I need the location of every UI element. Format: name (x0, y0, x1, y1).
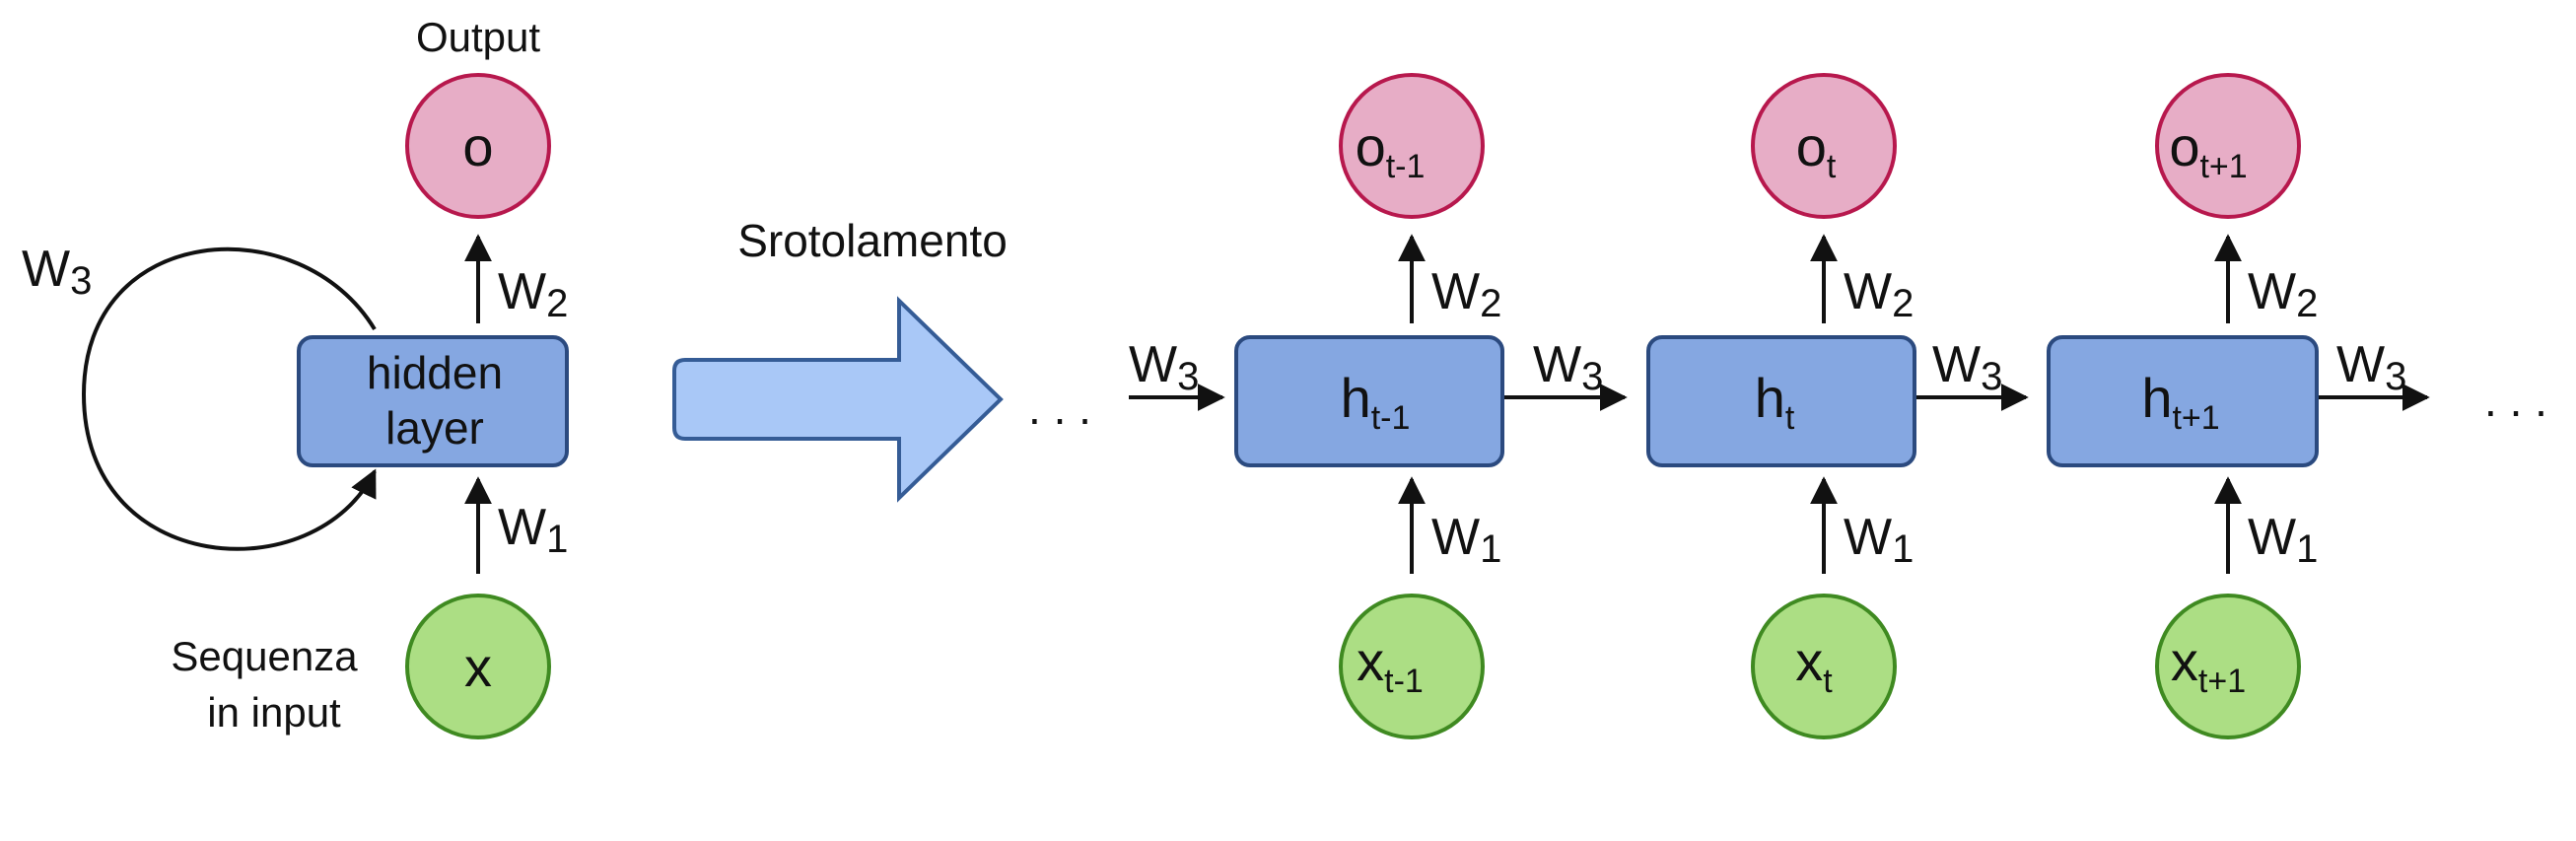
w3-label-1: W3 (1533, 336, 1603, 398)
hidden-state-label: ht (1755, 367, 1795, 437)
output-node-label: ot+1 (2169, 115, 2247, 185)
w3-label-in: W3 (1129, 336, 1199, 398)
output-node (1339, 73, 1485, 219)
output-node-label: ot-1 (1356, 115, 1426, 185)
input-node-label: xt+1 (2171, 630, 2246, 700)
w2-label: W2 (1431, 263, 1501, 325)
w1-label: W1 (498, 499, 568, 561)
output-node (405, 73, 551, 219)
input-node-label: xt (1795, 630, 1833, 700)
unroll-label: Srotolamento (737, 215, 1008, 266)
unroll-section: Srotolamento (672, 215, 1008, 503)
w2-label: W2 (1844, 263, 1914, 325)
w1-label: W1 (2248, 509, 2318, 571)
input-node (1339, 594, 1485, 739)
hidden-state-box (1234, 335, 1504, 467)
input-node-label: xt-1 (1357, 630, 1424, 700)
input-node-label: x (464, 636, 492, 698)
w3-label-out: W3 (2336, 336, 2406, 398)
hidden-state-box (2047, 335, 2319, 467)
output-node (1751, 73, 1897, 219)
w1-label: W1 (1844, 509, 1914, 571)
hidden-state-box (1646, 335, 1916, 467)
hidden-layer-box (297, 335, 569, 467)
hidden-state-label: ht-1 (1341, 367, 1411, 437)
time-step-t-plus-1: ot+1 W2 ht+1 W1 xt+1 (2047, 73, 2319, 739)
output-node-label: ot (1796, 115, 1837, 185)
w3-label: W3 (22, 241, 92, 303)
hidden-layer-label-line1: hidden (367, 347, 503, 398)
w2-label: W2 (2248, 263, 2318, 325)
input-node (405, 594, 551, 739)
w1-label: W1 (1431, 509, 1501, 571)
ellipsis-left: . . . (1028, 383, 1091, 434)
unroll-arrow (672, 296, 1004, 503)
input-node (1751, 594, 1897, 739)
time-step-t: ot W2 ht W1 xt (1646, 73, 1916, 739)
input-title-line2: in input (207, 689, 341, 736)
folded-rnn: Output o W2 hidden layer W3 W1 x Sequenz… (22, 14, 569, 739)
w3-label-2: W3 (1932, 336, 2002, 398)
output-title: Output (416, 14, 540, 60)
w3-recurrent-loop (81, 246, 377, 551)
ellipsis-right: . . . (2484, 375, 2547, 426)
output-node (2155, 73, 2301, 219)
w2-label: W2 (498, 263, 568, 325)
unrolled-rnn: . . . . . . W3 W3 W3 W3 ot-1 W2 ht-1 W1 … (1028, 73, 2547, 739)
input-title-line1: Sequenza (171, 633, 358, 679)
output-node-label: o (462, 115, 493, 177)
hidden-state-label: ht+1 (2141, 367, 2219, 437)
hidden-layer-label-line2: layer (385, 402, 484, 454)
time-step-t-minus-1: ot-1 W2 ht-1 W1 xt-1 (1234, 73, 1504, 739)
input-node (2155, 594, 2301, 739)
